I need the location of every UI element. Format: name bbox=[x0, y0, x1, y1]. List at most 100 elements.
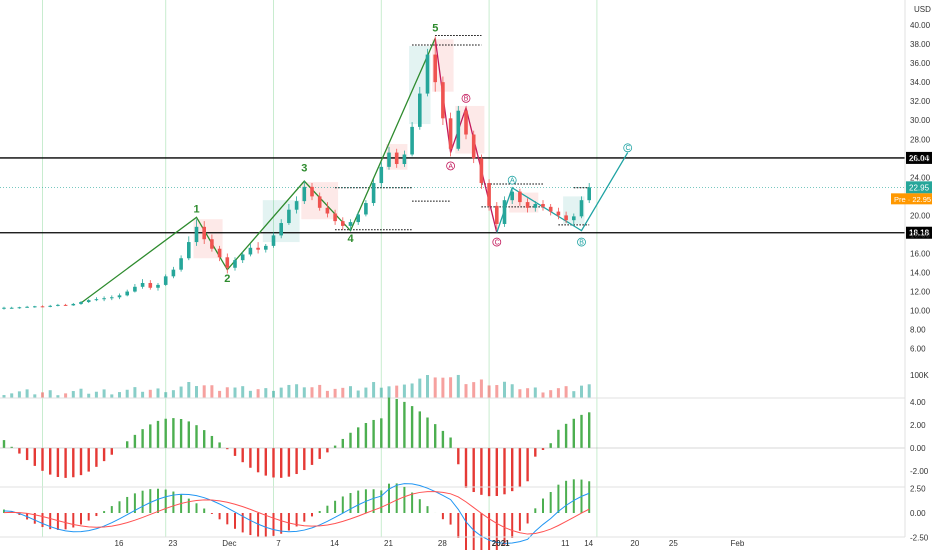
candle-body bbox=[17, 307, 22, 309]
correction-label-circle bbox=[623, 143, 633, 153]
currency-label: USD bbox=[914, 5, 931, 14]
wave-label: 1 bbox=[194, 204, 200, 216]
volume-bar bbox=[364, 387, 368, 398]
oscillator-tick: 4.00 bbox=[910, 398, 926, 407]
volume-bar bbox=[318, 384, 322, 398]
candle-body bbox=[25, 306, 29, 308]
wave-label: 2 bbox=[224, 273, 230, 285]
volume-bar bbox=[187, 382, 191, 398]
volume-axis-label: 100K bbox=[910, 371, 929, 380]
volume-bar bbox=[287, 384, 291, 398]
time-tick: 25 bbox=[669, 539, 678, 548]
macd-histogram-bar bbox=[380, 490, 383, 513]
oscillator-bar bbox=[372, 419, 375, 448]
volume-bar bbox=[110, 394, 114, 398]
oscillator-bar bbox=[326, 448, 329, 453]
time-tick: 7 bbox=[276, 539, 281, 548]
macd-histogram-bar bbox=[326, 505, 329, 513]
volume-bar bbox=[48, 390, 52, 398]
oscillator-bar bbox=[310, 448, 314, 465]
macd-histogram-bar bbox=[503, 513, 506, 545]
macd-histogram-bar bbox=[241, 513, 244, 533]
time-tick: 16 bbox=[115, 539, 124, 548]
candle-body bbox=[117, 295, 122, 298]
correction-label: A bbox=[448, 163, 453, 170]
oscillator-bar bbox=[102, 448, 106, 462]
highlight-zone bbox=[563, 196, 585, 224]
volume-bar bbox=[526, 388, 530, 398]
correction-label-circle bbox=[507, 175, 517, 185]
volume-bar bbox=[171, 390, 175, 398]
macd-histogram-bar bbox=[187, 498, 190, 513]
candle-body bbox=[425, 54, 430, 94]
candle-body bbox=[317, 196, 322, 208]
volume-bar bbox=[479, 379, 483, 398]
oscillator-bar bbox=[387, 397, 391, 448]
macd-histogram-bar bbox=[549, 492, 552, 513]
horizontal-levels: 26.04 18.18 bbox=[0, 151, 932, 239]
oscillator-bar bbox=[457, 448, 460, 465]
macd-histogram-bar bbox=[488, 513, 491, 550]
candle-body bbox=[572, 216, 576, 221]
level-price-tag bbox=[906, 226, 932, 239]
price-axis[interactable]: 40.00 38.00 36.00 34.00 32.00 30.00 28.00 26.00… bbox=[891, 0, 932, 537]
candle-body bbox=[102, 298, 106, 300]
volume-bar bbox=[248, 390, 252, 398]
macd-histogram-bar bbox=[388, 483, 390, 513]
macd-histogram-bar bbox=[318, 511, 321, 513]
oscillator-bar bbox=[341, 438, 344, 448]
volume-bar bbox=[125, 389, 129, 398]
candle-body bbox=[217, 248, 222, 258]
candle-body bbox=[179, 258, 183, 270]
volume-bar bbox=[156, 388, 160, 398]
candle-body bbox=[579, 200, 584, 217]
oscillator-bar bbox=[511, 448, 514, 492]
time-tick: 28 bbox=[438, 539, 447, 548]
macd-histogram-bar bbox=[118, 501, 121, 513]
volume-bar bbox=[449, 377, 453, 398]
candle-body bbox=[379, 166, 384, 184]
oscillator-bar bbox=[295, 448, 298, 475]
correction-label: B bbox=[464, 96, 469, 103]
macd-histogram-bar bbox=[526, 513, 529, 524]
oscillator-bar bbox=[449, 437, 452, 448]
level-price-tag bbox=[906, 151, 932, 164]
candle-body bbox=[495, 205, 499, 224]
oscillator-bar bbox=[64, 448, 67, 478]
volume-bar bbox=[272, 390, 275, 398]
impulse-wave-line bbox=[80, 38, 436, 304]
correction-label: C bbox=[626, 145, 631, 152]
oscillator-bar bbox=[580, 414, 583, 448]
price-tick: 12.00 bbox=[910, 288, 931, 297]
volume-bar bbox=[349, 386, 352, 398]
wave-label: 3 bbox=[301, 163, 307, 175]
oscillator-bar bbox=[534, 448, 537, 457]
volume-bar bbox=[518, 389, 522, 398]
candle-body bbox=[556, 211, 561, 216]
volume-bar bbox=[264, 388, 268, 398]
macd-histogram-bar bbox=[357, 490, 360, 513]
volume-bar bbox=[41, 392, 44, 398]
macd-histogram-bar bbox=[287, 513, 290, 531]
correction-label-circle bbox=[492, 237, 502, 247]
candle-body bbox=[271, 235, 276, 246]
price-tick: 32.00 bbox=[910, 97, 931, 106]
volume-bar bbox=[556, 388, 560, 398]
oscillator-bar bbox=[480, 448, 483, 495]
time-axis[interactable]: 16 23 Dec 7 14 21 28 2021 11 14 20 25 Feb bbox=[115, 539, 745, 548]
oscillator-bar bbox=[41, 448, 44, 471]
highlight-zone bbox=[509, 192, 539, 213]
candle-body bbox=[302, 186, 307, 202]
candle-body bbox=[225, 257, 230, 268]
candle-body bbox=[587, 187, 591, 201]
candle-body bbox=[148, 282, 153, 288]
candle-body bbox=[110, 297, 114, 299]
oscillator-bar bbox=[349, 432, 352, 448]
oscillator-bar bbox=[18, 448, 21, 454]
macd-histogram-bar bbox=[465, 513, 467, 550]
macd-histogram-bar bbox=[565, 480, 568, 513]
volume-bar bbox=[333, 388, 337, 398]
oscillator-bar bbox=[287, 448, 291, 477]
oscillator-bar bbox=[464, 448, 468, 488]
